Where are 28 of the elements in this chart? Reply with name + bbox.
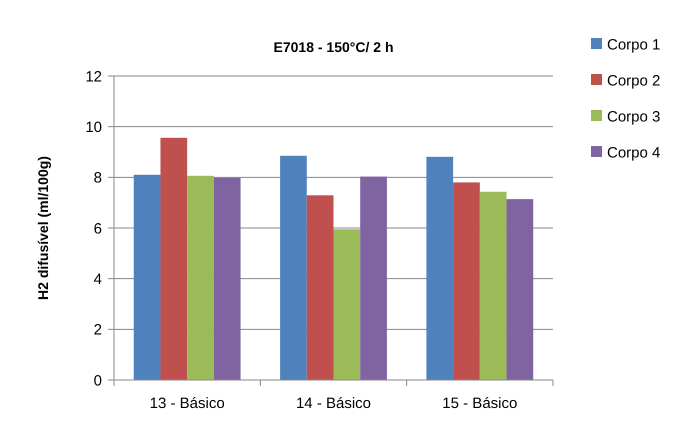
y-tick-label: 12 [85, 68, 102, 86]
bar [214, 178, 241, 380]
y-axis-title: H2 difusível (ml/100g) [35, 156, 51, 300]
bar [187, 176, 214, 380]
bar [134, 174, 160, 380]
legend-label: Corpo 4 [607, 144, 660, 162]
y-tick-label: 6 [94, 220, 102, 238]
legend-label: Corpo 2 [607, 72, 660, 90]
y-tick-label: 0 [94, 372, 102, 390]
bar [280, 156, 307, 380]
bar [334, 229, 360, 380]
bar [360, 176, 387, 380]
x-tick-label: 14 - Básico [296, 395, 372, 412]
bar [426, 156, 454, 380]
bar [480, 192, 507, 380]
x-tick-label: 15 - Básico [442, 395, 518, 412]
y-tick-label: 2 [94, 322, 102, 339]
bar [506, 199, 534, 380]
x-tick-label: 13 - Básico [150, 395, 225, 412]
bar [453, 182, 480, 380]
chart-title: E7018 - 150°C/ 2 h [274, 39, 394, 55]
bar [160, 138, 188, 380]
bar [306, 195, 334, 380]
legend-label: Corpo 3 [607, 108, 660, 126]
y-tick-label: 8 [94, 170, 102, 187]
y-tick-label: 10 [85, 118, 102, 136]
legend-label: Corpo 1 [607, 36, 660, 54]
y-tick-label: 4 [94, 270, 102, 288]
